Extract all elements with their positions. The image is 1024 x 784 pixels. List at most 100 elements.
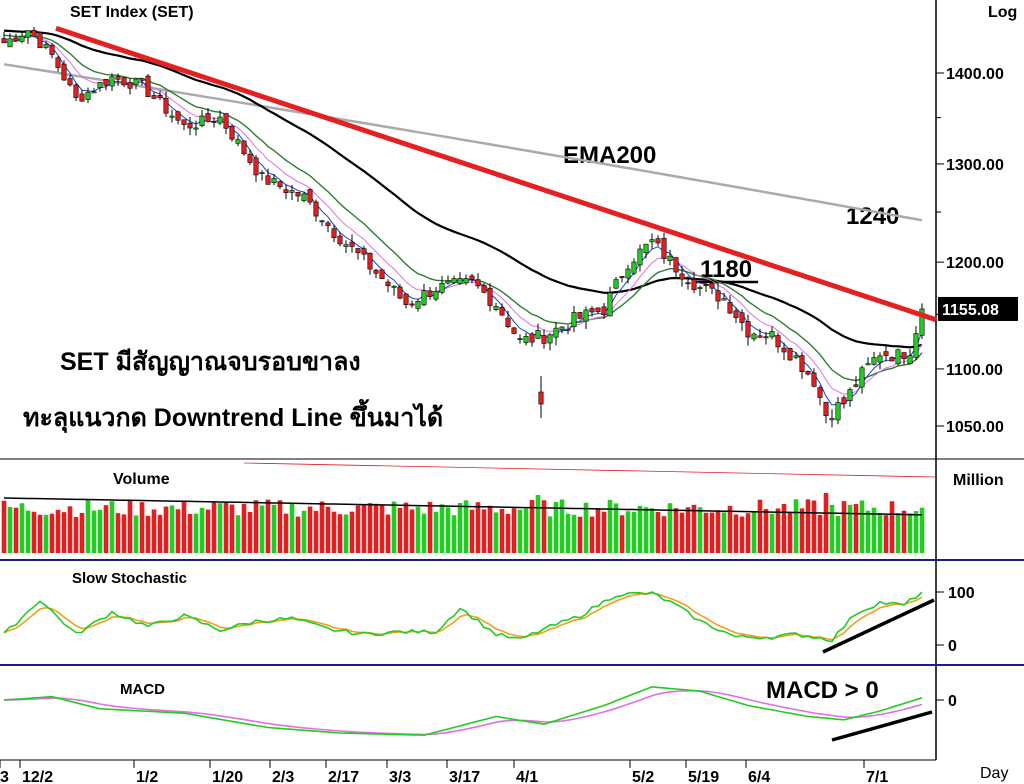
volume-bar bbox=[721, 512, 727, 553]
volume-bar bbox=[307, 506, 313, 553]
volume-bar bbox=[469, 509, 475, 553]
volume-bar bbox=[913, 511, 919, 553]
candle-body bbox=[541, 335, 547, 344]
volume-bar bbox=[187, 513, 193, 553]
stochastic-trend-line bbox=[822, 598, 935, 654]
candle-body bbox=[151, 95, 157, 99]
volume-bar bbox=[751, 512, 757, 553]
volume-bar bbox=[97, 509, 103, 553]
candle-body bbox=[661, 237, 667, 259]
volume-bar bbox=[175, 509, 181, 553]
candle-body bbox=[787, 348, 793, 361]
x-tick-label: 3 bbox=[0, 769, 9, 784]
volume-bar bbox=[289, 503, 295, 553]
x-tick-label: 1/2 bbox=[136, 769, 158, 784]
macd-tick-label: 0 bbox=[948, 693, 957, 710]
candle-body bbox=[253, 157, 259, 176]
volume-bar bbox=[373, 503, 379, 553]
last-price-tag: 1155.08 bbox=[938, 296, 1018, 321]
volume-bar bbox=[247, 512, 253, 553]
candle-body bbox=[121, 77, 127, 86]
candle-body bbox=[37, 32, 43, 49]
price-panel-title: SET Index (SET) bbox=[70, 4, 194, 21]
candle-body bbox=[859, 367, 865, 388]
x-unit-label: Day bbox=[980, 765, 1008, 782]
candle-body bbox=[43, 44, 49, 48]
volume-bar bbox=[625, 511, 631, 553]
ema200-line bbox=[3, 63, 923, 222]
volume-bar bbox=[445, 507, 451, 553]
volume-bar bbox=[433, 511, 439, 553]
candle-body bbox=[673, 257, 679, 273]
price-tick-label: 1400.00 bbox=[946, 66, 1004, 83]
volume-avg-black-line bbox=[3, 497, 923, 516]
candle-body bbox=[103, 78, 109, 86]
volume-bar bbox=[463, 500, 469, 553]
candle-body bbox=[535, 330, 541, 339]
volume-bar bbox=[529, 500, 535, 553]
stochastic-tick-label: 100 bbox=[948, 585, 975, 602]
volume-bar bbox=[313, 510, 319, 553]
volume-bar bbox=[37, 514, 43, 553]
volume-bar bbox=[901, 510, 907, 553]
candle-body bbox=[157, 95, 163, 99]
candle-body bbox=[247, 153, 253, 163]
ema-magenta-line bbox=[3, 36, 923, 395]
volume-bar bbox=[691, 504, 697, 553]
volume-bar bbox=[871, 507, 877, 553]
candle-body bbox=[199, 115, 205, 126]
candle-body bbox=[721, 298, 727, 301]
candle-body bbox=[823, 401, 829, 417]
volume-bar bbox=[1, 500, 7, 553]
x-tick-label: 3/3 bbox=[389, 769, 411, 784]
candle-body bbox=[703, 284, 709, 287]
candle-body bbox=[583, 309, 589, 322]
candle-body bbox=[919, 308, 925, 336]
volume-bar bbox=[883, 515, 889, 553]
x-axis-ticks: 3 12/2 1/2 1/20 2/3 2/17 3/3 3/17 4/1 5/2 5/19 6/4 7… bbox=[0, 760, 888, 784]
volume-bar bbox=[697, 507, 703, 553]
volume-bar bbox=[265, 499, 271, 553]
candle-body bbox=[577, 312, 583, 319]
volume-bar bbox=[643, 507, 649, 553]
candle-body bbox=[55, 57, 61, 68]
volume-bar bbox=[583, 502, 589, 553]
volume-bar bbox=[349, 511, 355, 553]
volume-bar bbox=[919, 507, 925, 553]
volume-bar bbox=[427, 501, 433, 553]
volume-bar bbox=[571, 514, 577, 553]
candle-body bbox=[739, 312, 745, 323]
volume-bar bbox=[811, 500, 817, 553]
candle-body bbox=[127, 82, 133, 89]
candle-body bbox=[631, 261, 637, 274]
candle-body bbox=[565, 328, 571, 331]
candle-body bbox=[487, 287, 493, 306]
downtrend-line bbox=[55, 25, 937, 323]
volume-bar bbox=[601, 511, 607, 553]
candle-body bbox=[169, 115, 175, 118]
candle-body bbox=[697, 287, 703, 289]
volume-bar bbox=[145, 515, 151, 553]
candle-body bbox=[433, 291, 439, 300]
candle-body bbox=[427, 290, 433, 297]
stochastic-tick-label: 0 bbox=[948, 638, 957, 655]
volume-bar bbox=[85, 499, 91, 553]
volume-bar bbox=[397, 507, 403, 553]
volume-bar bbox=[277, 500, 283, 553]
stochastic-title: Slow Stochastic bbox=[72, 570, 187, 587]
volume-bar bbox=[115, 513, 121, 553]
volume-bar bbox=[199, 507, 205, 553]
volume-bar bbox=[679, 512, 685, 553]
volume-bar bbox=[13, 507, 19, 553]
volume-bar bbox=[727, 505, 733, 553]
volume-bar bbox=[211, 502, 217, 553]
price-tick-label: 1100.00 bbox=[946, 362, 1003, 379]
volume-bar bbox=[367, 503, 373, 553]
x-tick-label: 5/2 bbox=[632, 769, 654, 784]
candle-body bbox=[91, 91, 97, 94]
volume-bar bbox=[487, 505, 493, 553]
candle-body bbox=[139, 78, 145, 81]
volume-bar bbox=[385, 514, 391, 553]
x-tick-label: 4/1 bbox=[516, 769, 538, 784]
